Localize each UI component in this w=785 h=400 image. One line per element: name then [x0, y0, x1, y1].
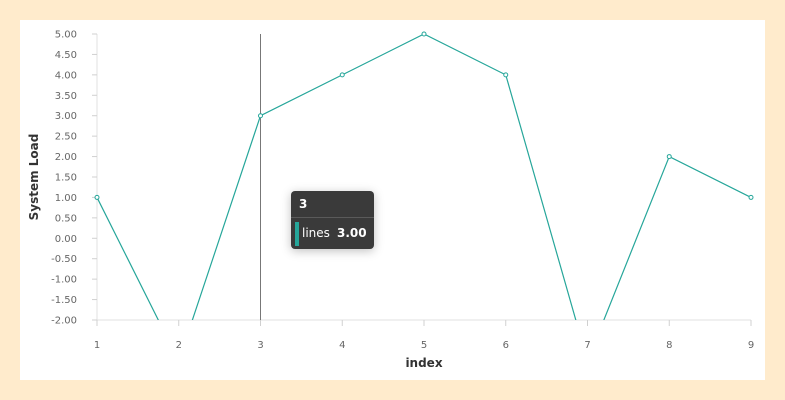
x-tick-label: 3 — [257, 340, 263, 351]
tooltip: 3 lines 3.00 — [291, 191, 374, 249]
y-tick-label: 3.50 — [55, 91, 77, 102]
data-point[interactable] — [258, 113, 263, 119]
y-tick-label: -1.50 — [51, 295, 77, 306]
y-tick-label: 1.50 — [55, 173, 77, 184]
y-tick-label: 3.00 — [55, 111, 77, 122]
data-point[interactable] — [503, 72, 509, 78]
y-tick-label: -1.00 — [51, 275, 77, 286]
y-tick-label: 0.00 — [55, 234, 77, 245]
y-tick-label: 0.50 — [55, 213, 77, 224]
tooltip-series-swatch — [295, 222, 299, 246]
tooltip-divider — [291, 217, 374, 218]
x-tick-label: 1 — [94, 340, 100, 351]
data-point[interactable] — [748, 194, 754, 200]
points-group — [94, 31, 754, 200]
y-tick-label: 4.50 — [55, 50, 77, 61]
y-tick-label: 2.50 — [55, 132, 77, 143]
data-point[interactable] — [339, 72, 345, 78]
chart-card: 5.00 4.50 4.00 3.50 3.00 2.50 2.00 1.50 1.00 0.50… — [20, 20, 765, 380]
data-point[interactable] — [666, 154, 672, 160]
y-tick-label: -0.50 — [51, 254, 77, 265]
y-axis-title: System Load — [27, 134, 41, 221]
x-tick-label: 5 — [421, 340, 427, 351]
line-chart[interactable]: 5.00 4.50 4.00 3.50 3.00 2.50 2.00 1.50 1.00 0.50… — [20, 20, 765, 380]
x-tick-label: 9 — [748, 340, 754, 351]
tooltip-title: 3 — [299, 197, 308, 211]
data-point[interactable] — [94, 194, 100, 200]
axes: 5.00 4.50 4.00 3.50 3.00 2.50 2.00 1.50 1.00 0.50… — [51, 30, 754, 352]
y-tick-label: 4.00 — [55, 70, 77, 81]
series-line-lines — [96, 34, 751, 320]
series-group — [96, 34, 751, 320]
x-tick-label: 7 — [584, 340, 590, 351]
tooltip-series-name: lines — [302, 226, 330, 240]
y-tick-label: 2.00 — [55, 152, 77, 163]
y-tick-label: -2.00 — [51, 316, 77, 327]
tooltip-series-value: 3.00 — [337, 226, 367, 240]
x-tick-label: 4 — [339, 340, 345, 351]
data-point[interactable] — [421, 31, 427, 37]
x-tick-label: 8 — [666, 340, 672, 351]
y-tick-label: 5.00 — [55, 30, 77, 41]
x-tick-label: 2 — [176, 340, 182, 351]
x-tick-label: 6 — [503, 340, 509, 351]
x-axis-title: index — [405, 356, 442, 370]
y-tick-label: 1.00 — [55, 193, 77, 204]
